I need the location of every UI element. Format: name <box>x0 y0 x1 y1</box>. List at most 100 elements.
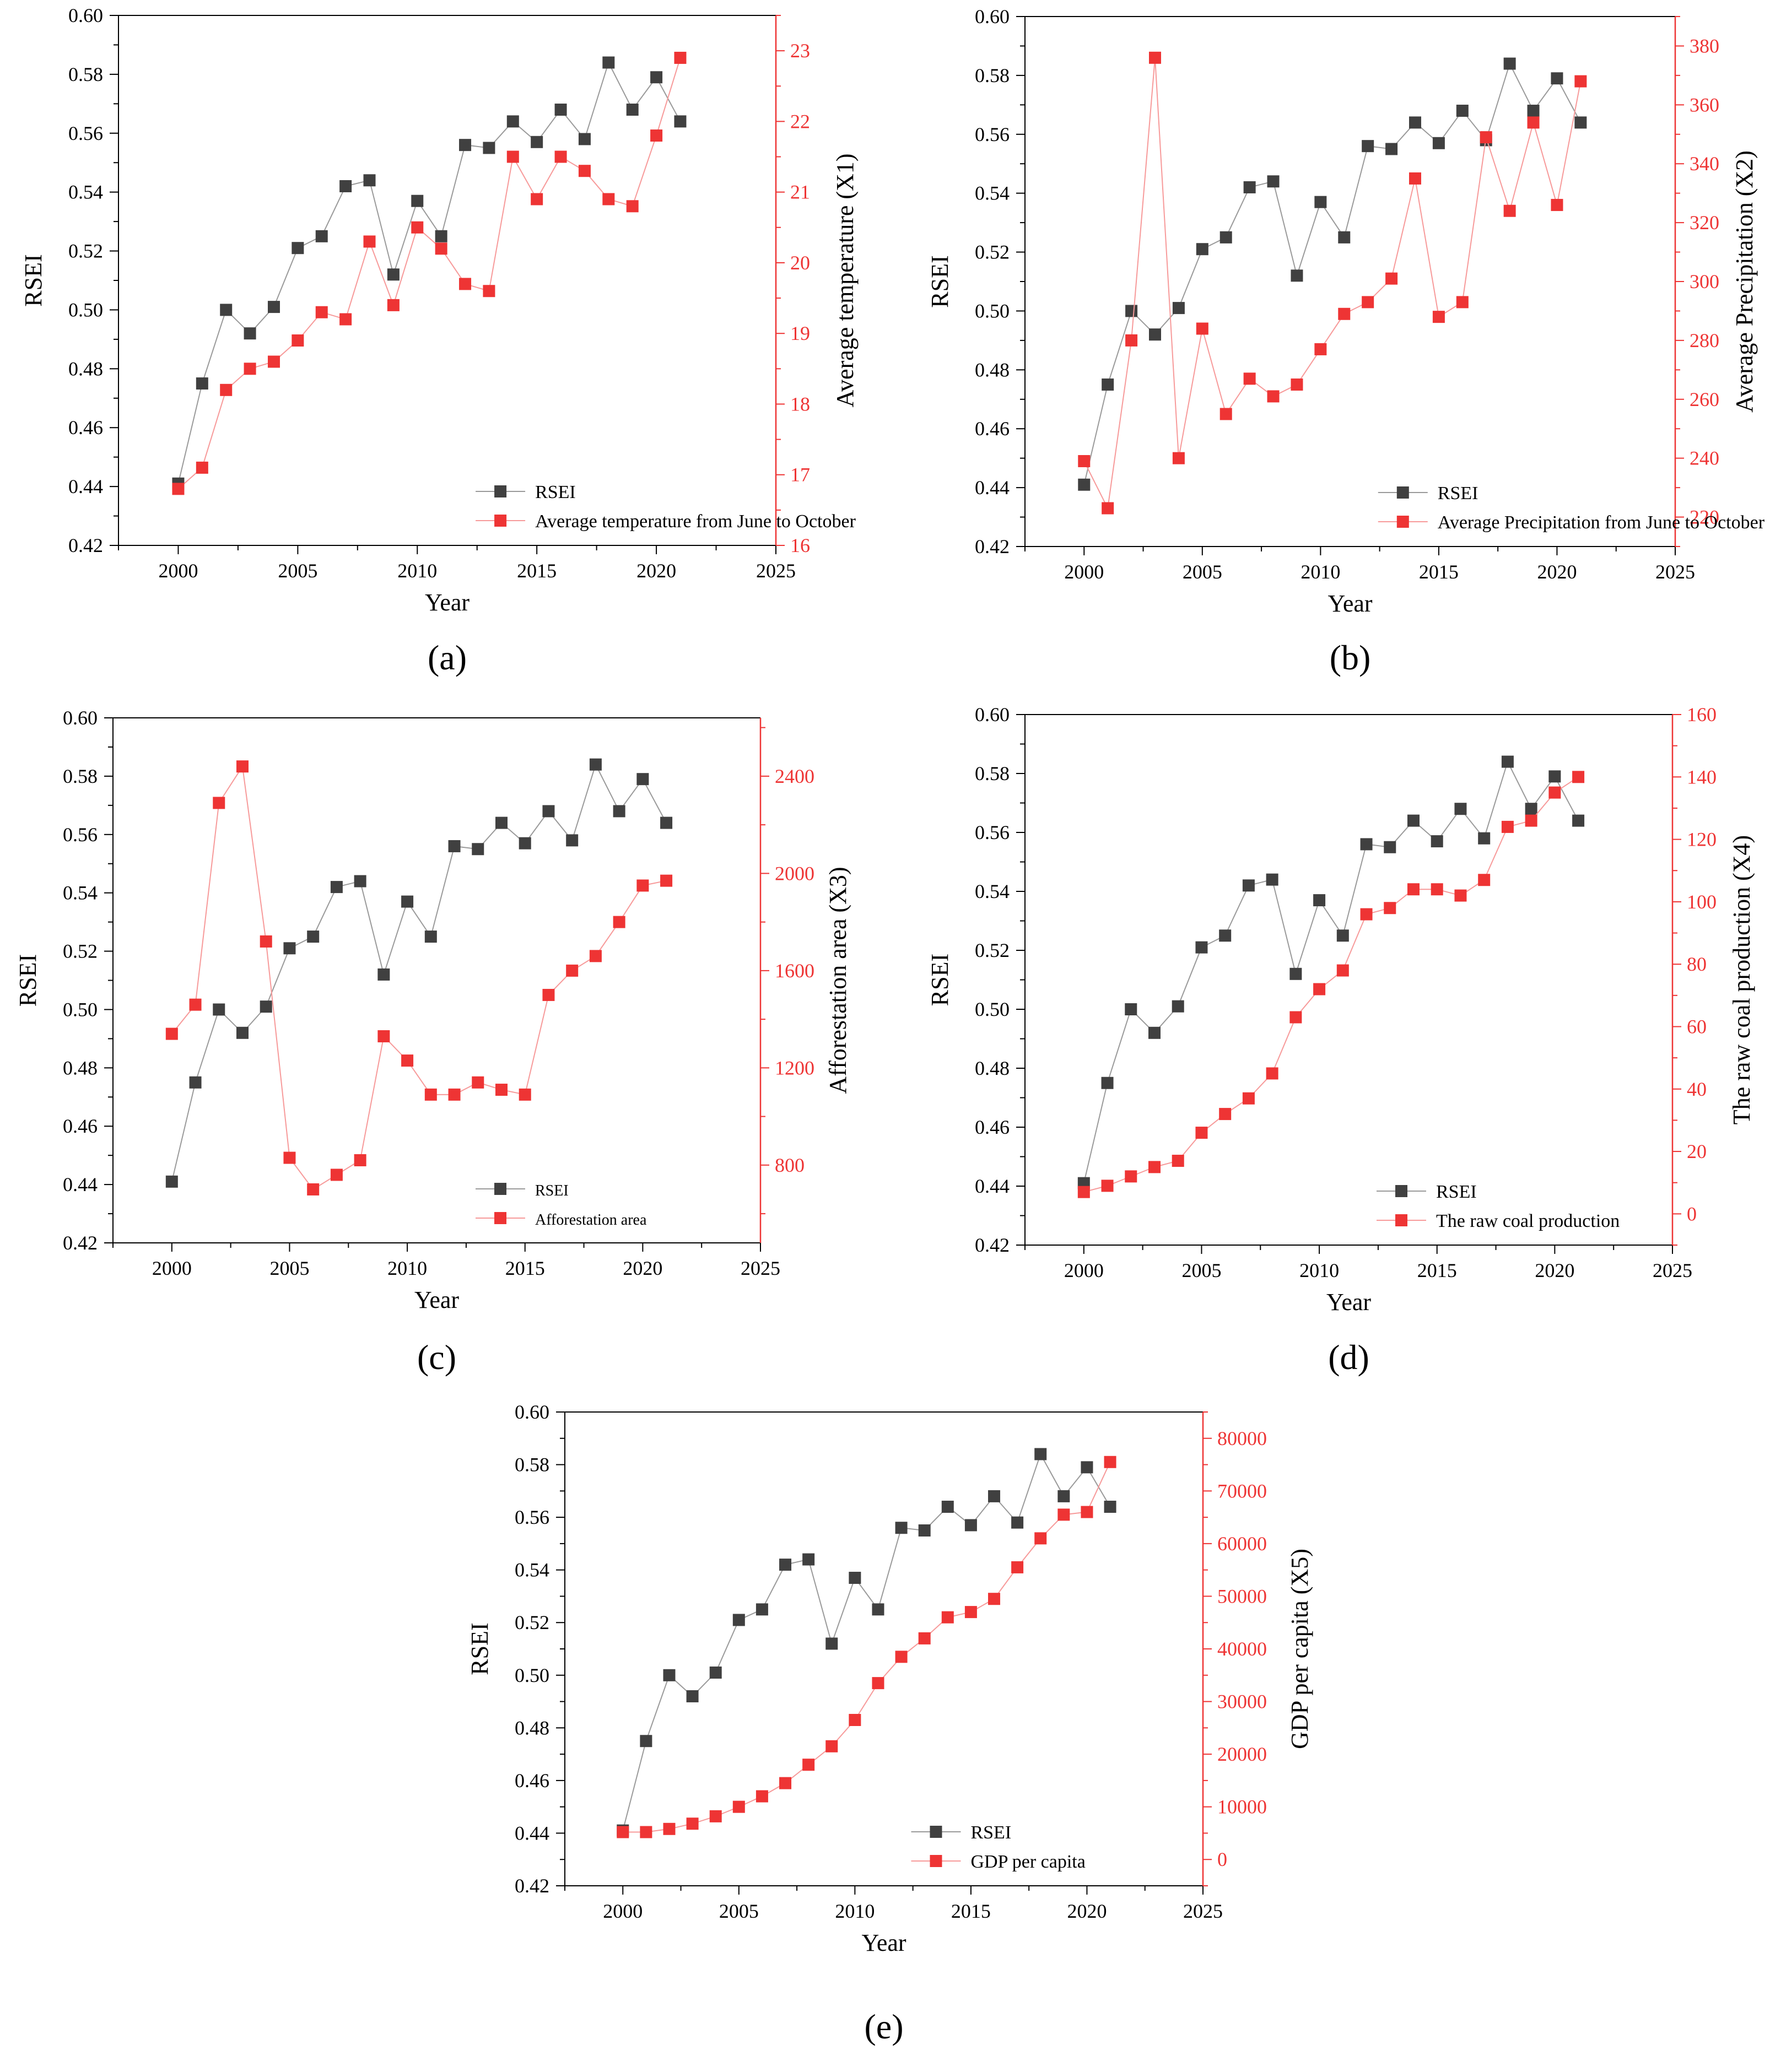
factor-data-point <box>519 1088 531 1101</box>
y-tick-label: 0.42 <box>63 1232 98 1254</box>
factor-data-point <box>401 1054 414 1067</box>
factor-data-point <box>779 1777 792 1789</box>
rsei-data-point <box>1149 328 1161 341</box>
panel-label: (c) <box>417 1338 456 1377</box>
factor-data-point <box>1196 322 1208 335</box>
factor-data-point <box>1057 1508 1070 1521</box>
factor-data-point <box>260 935 272 948</box>
factor-series-line <box>1083 57 1582 510</box>
factor-data-point <box>872 1677 884 1690</box>
y2-tick-label: 18 <box>790 393 810 415</box>
legend-label: RSEI <box>970 1822 1011 1843</box>
legend-label: RSEI <box>1438 483 1478 504</box>
rsei-data-point <box>640 1735 652 1748</box>
y2-tick-label: 80 <box>1687 953 1707 975</box>
rsei-data-point <box>566 834 579 847</box>
rsei-series-line <box>177 61 681 484</box>
y2-tick-label: 30000 <box>1217 1691 1267 1713</box>
factor-data-point <box>732 1800 745 1813</box>
legend-marker <box>930 1826 942 1838</box>
factor-data-point <box>1148 1161 1161 1173</box>
factor-data-point <box>1407 883 1420 896</box>
rsei-data-point <box>1148 1026 1161 1039</box>
y-tick-label: 0.42 <box>68 534 103 556</box>
legend-marker <box>494 1183 506 1195</box>
x-tick-label: 2025 <box>1653 1259 1692 1281</box>
factor-data-point <box>236 760 249 773</box>
x-tick-label: 2010 <box>1300 561 1340 583</box>
rsei-data-point <box>988 1490 1001 1502</box>
y2-tick-label: 17 <box>790 464 810 486</box>
factor-data-point <box>589 950 602 962</box>
x-tick-label: 2010 <box>835 1900 875 1922</box>
y2-tick-label: 22 <box>790 110 810 132</box>
y-tick-label: 0.42 <box>975 535 1010 558</box>
factor-data-point <box>244 363 256 375</box>
factor-data-point <box>506 150 519 163</box>
factor-data-point <box>1125 334 1138 347</box>
rsei-data-point <box>1384 841 1396 853</box>
rsei-data-point <box>363 174 376 187</box>
factor-data-point <box>354 1154 366 1166</box>
factor-data-point <box>1431 883 1443 896</box>
rsei-data-point <box>1101 1076 1114 1089</box>
rsei-data-point <box>330 881 343 894</box>
y-tick-label: 0.44 <box>975 1175 1010 1197</box>
factor-data-point <box>435 242 447 255</box>
rsei-data-point <box>1338 231 1351 244</box>
rsei-data-point <box>196 377 208 390</box>
y-tick-label: 0.46 <box>515 1770 549 1792</box>
factor-data-point <box>1034 1532 1047 1545</box>
rsei-data-point <box>1503 57 1516 70</box>
legend-label: RSEI <box>535 482 576 502</box>
y2-tick-label: 20 <box>790 252 810 274</box>
factor-data-point <box>1456 296 1469 309</box>
factor-data-point <box>660 874 673 887</box>
x-tick-label: 2025 <box>1183 1900 1223 1922</box>
rsei-data-point <box>613 805 625 818</box>
rsei-data-point <box>531 136 543 148</box>
y2-tick-label: 160 <box>1687 704 1717 726</box>
y-tick-label: 0.46 <box>63 1115 98 1137</box>
factor-data-point <box>1102 502 1114 515</box>
legend-label: Average temperature from June to October <box>535 511 856 532</box>
factor-data-point <box>1572 771 1585 783</box>
rsei-data-point <box>578 133 591 145</box>
y-tick-label: 0.52 <box>975 241 1010 263</box>
y-tick-label: 0.50 <box>63 998 98 1020</box>
x-axis-title: Year <box>1326 1289 1371 1316</box>
rsei-data-point <box>1385 143 1398 155</box>
y-tick-label: 0.50 <box>975 998 1010 1020</box>
y-tick-label: 0.48 <box>975 359 1010 381</box>
rsei-data-point <box>674 115 687 128</box>
y-tick-label: 0.54 <box>975 182 1010 204</box>
y-tick-label: 0.52 <box>515 1611 549 1633</box>
rsei-data-point <box>1195 941 1208 954</box>
rsei-data-point <box>1125 1003 1137 1015</box>
rsei-data-point <box>1572 814 1585 827</box>
y2-tick-label: 120 <box>1687 829 1717 851</box>
rsei-data-point <box>756 1603 768 1616</box>
rsei-data-point <box>213 1003 225 1016</box>
rsei-data-point <box>483 142 495 154</box>
factor-data-point <box>554 150 567 163</box>
rsei-data-point <box>918 1524 931 1537</box>
y2-tick-label: 280 <box>1690 329 1719 351</box>
rsei-series-line <box>1083 760 1579 1183</box>
factor-data-point <box>613 916 625 928</box>
rsei-data-point <box>519 837 531 850</box>
rsei-data-point <box>401 895 414 908</box>
factor-data-point <box>1242 1092 1255 1105</box>
x-tick-label: 2015 <box>1417 1259 1457 1281</box>
rsei-data-point <box>472 843 484 856</box>
factor-data-point <box>1219 408 1232 420</box>
rsei-data-point <box>1525 803 1537 815</box>
rsei-data-point <box>1242 879 1255 892</box>
factor-data-point <box>495 1084 508 1096</box>
rsei-data-point <box>686 1690 699 1702</box>
rsei-data-point <box>1431 835 1443 848</box>
x-tick-label: 2020 <box>1537 561 1577 583</box>
y-tick-label: 0.48 <box>515 1717 549 1739</box>
rsei-data-point <box>1409 116 1421 129</box>
